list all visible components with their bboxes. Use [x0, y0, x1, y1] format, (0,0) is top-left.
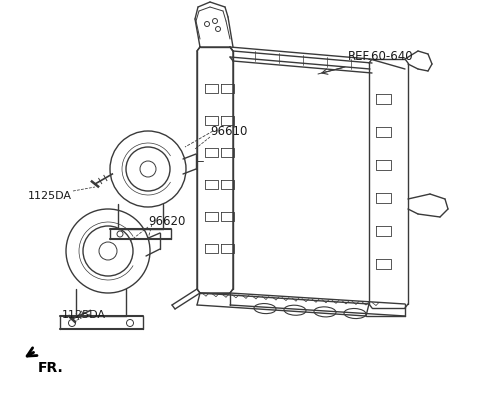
- Text: REF.60-640: REF.60-640: [348, 50, 414, 63]
- Text: 96610: 96610: [210, 125, 247, 138]
- Text: FR.: FR.: [38, 360, 64, 374]
- Text: 1125DA: 1125DA: [28, 190, 72, 200]
- Text: 1125DA: 1125DA: [62, 309, 106, 319]
- Text: 96620: 96620: [148, 215, 185, 228]
